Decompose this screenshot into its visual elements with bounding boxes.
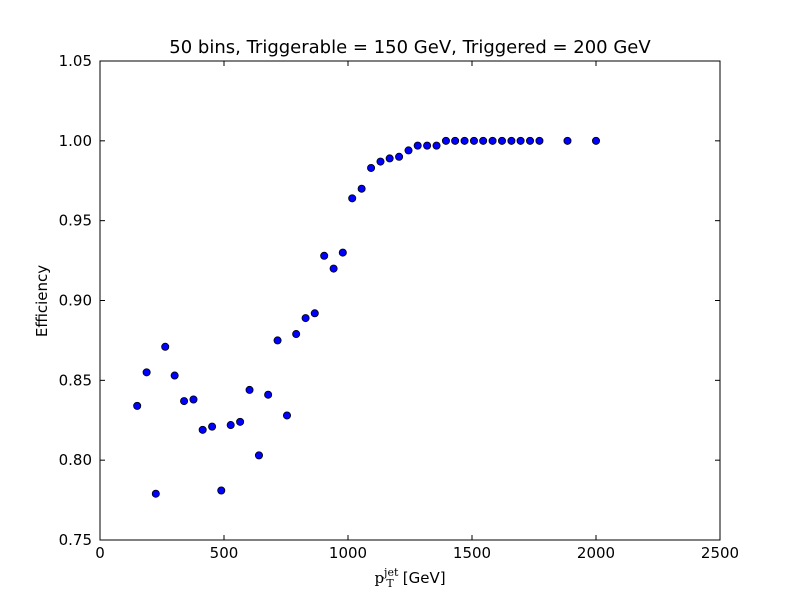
y-axis-label: Efficiency (33, 265, 51, 337)
chart-title: 50 bins, Triggerable = 150 GeV, Triggere… (169, 37, 651, 58)
y-axis-ticks: 0.75 0.80 0.85 0.90 0.95 1.00 1.05 (59, 52, 720, 549)
data-point (469, 136, 478, 145)
data-point (180, 397, 189, 406)
data-point (189, 395, 198, 404)
data-point (376, 157, 385, 166)
data-point (367, 163, 376, 172)
data-point (320, 251, 329, 260)
data-point (226, 421, 235, 430)
x-axis-label-subscript: T (386, 577, 394, 590)
data-point (479, 136, 488, 145)
x-tick-label: 1500 (453, 544, 491, 562)
x-tick-label: 2000 (577, 544, 615, 562)
data-point (329, 264, 338, 273)
y-tick-label: 1.00 (59, 132, 92, 150)
data-point (516, 136, 525, 145)
data-point (460, 136, 469, 145)
data-point (236, 417, 245, 426)
data-point (273, 336, 282, 345)
data-point (535, 136, 544, 145)
data-point (526, 136, 535, 145)
data-point (423, 141, 432, 150)
data-point (357, 184, 366, 193)
data-point (385, 154, 394, 163)
y-tick-label: 0.90 (59, 292, 92, 310)
data-point (142, 368, 151, 377)
data-point (170, 371, 179, 380)
plot-area: 0 500 1000 1500 2000 2500 0.75 0.80 0.85 0.90 0.9… (59, 52, 740, 562)
data-point (338, 248, 347, 257)
data-point (348, 194, 357, 203)
data-point (198, 425, 207, 434)
data-point (282, 411, 291, 420)
data-point (592, 136, 601, 145)
data-point (301, 314, 310, 323)
data-point (292, 330, 301, 339)
data-point (264, 390, 273, 399)
data-point (208, 422, 217, 431)
data-point (245, 385, 254, 394)
x-axis-label-superscript: jet (382, 566, 399, 579)
data-point (432, 141, 441, 150)
data-point (217, 486, 226, 495)
y-tick-label: 0.95 (59, 212, 92, 230)
data-point (488, 136, 497, 145)
data-point (161, 342, 170, 351)
data-point (498, 136, 507, 145)
data-point (413, 141, 422, 150)
data-point (441, 136, 450, 145)
data-point (151, 489, 160, 498)
y-tick-label: 1.05 (59, 52, 92, 70)
y-tick-label: 0.85 (59, 371, 92, 389)
data-point (395, 152, 404, 161)
x-tick-label: 0 (95, 544, 105, 562)
y-tick-label: 0.80 (59, 451, 92, 469)
data-point (563, 136, 572, 145)
data-point (404, 146, 413, 155)
data-point (451, 136, 460, 145)
x-tick-label: 1000 (329, 544, 367, 562)
data-point (507, 136, 516, 145)
x-tick-label: 2500 (701, 544, 739, 562)
y-tick-label: 0.75 (59, 531, 92, 549)
x-axis-label: pjet T [GeV] (374, 566, 445, 590)
x-axis-label-unit: [GeV] (403, 569, 446, 587)
x-axis-label-main: p (374, 569, 384, 587)
plot-frame (99, 60, 721, 541)
data-points (133, 136, 601, 498)
x-axis-ticks: 0 500 1000 1500 2000 2500 (95, 61, 739, 562)
data-point (133, 401, 142, 410)
x-tick-label: 500 (210, 544, 239, 562)
data-point (254, 451, 263, 460)
data-point (310, 309, 319, 318)
